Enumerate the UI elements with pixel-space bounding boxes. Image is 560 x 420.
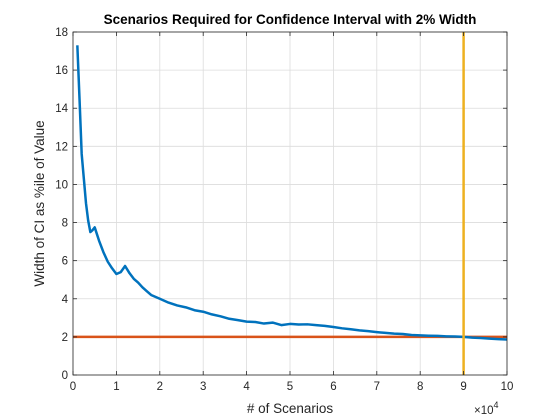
y-axis-label: Width of CI as %ile of Value (32, 120, 47, 286)
y-tick-label: 12 (55, 141, 68, 153)
series-ci-width-line (76, 45, 508, 341)
x-tick-label: 8 (417, 381, 423, 393)
x-tick-label: 2 (157, 381, 163, 393)
y-tick-label: 10 (55, 179, 68, 191)
y-tick-label: 16 (55, 65, 68, 77)
y-tick-label: 8 (62, 218, 68, 230)
x-tick-label: 5 (287, 381, 293, 393)
tick-marks (72, 31, 508, 376)
y-tick-label: 2 (62, 332, 68, 344)
x-tick-label: 6 (330, 381, 336, 393)
x-axis-label: # of Scenarios (247, 401, 334, 416)
x-tick-label: 4 (243, 381, 250, 393)
x-tick-label: 3 (200, 381, 206, 393)
x-tick-label: 0 (70, 381, 76, 393)
x-exponent-base: ×10 (474, 405, 494, 417)
x-tick-label: 1 (113, 381, 119, 393)
x-exponent-power: 4 (494, 400, 499, 410)
y-tick-label: 14 (55, 103, 68, 115)
y-tick-label: 6 (62, 256, 68, 268)
y-tick-label: 18 (55, 27, 68, 39)
y-tick-label: 4 (62, 294, 69, 306)
x-tick-label: 7 (374, 381, 380, 393)
chart-title: Scenarios Required for Confidence Interv… (104, 12, 477, 27)
data-layer (73, 32, 508, 375)
x-tick-label: 10 (501, 381, 514, 393)
x-tick-label: 9 (460, 381, 466, 393)
y-tick-label: 0 (62, 370, 68, 382)
y-tick-labels: 0 2 4 6 8 10 12 14 16 18 (55, 27, 68, 382)
x-tick-labels: 0 1 2 3 4 5 6 7 8 9 10 (70, 381, 514, 393)
x-axis-exponent: ×104 (474, 400, 499, 417)
